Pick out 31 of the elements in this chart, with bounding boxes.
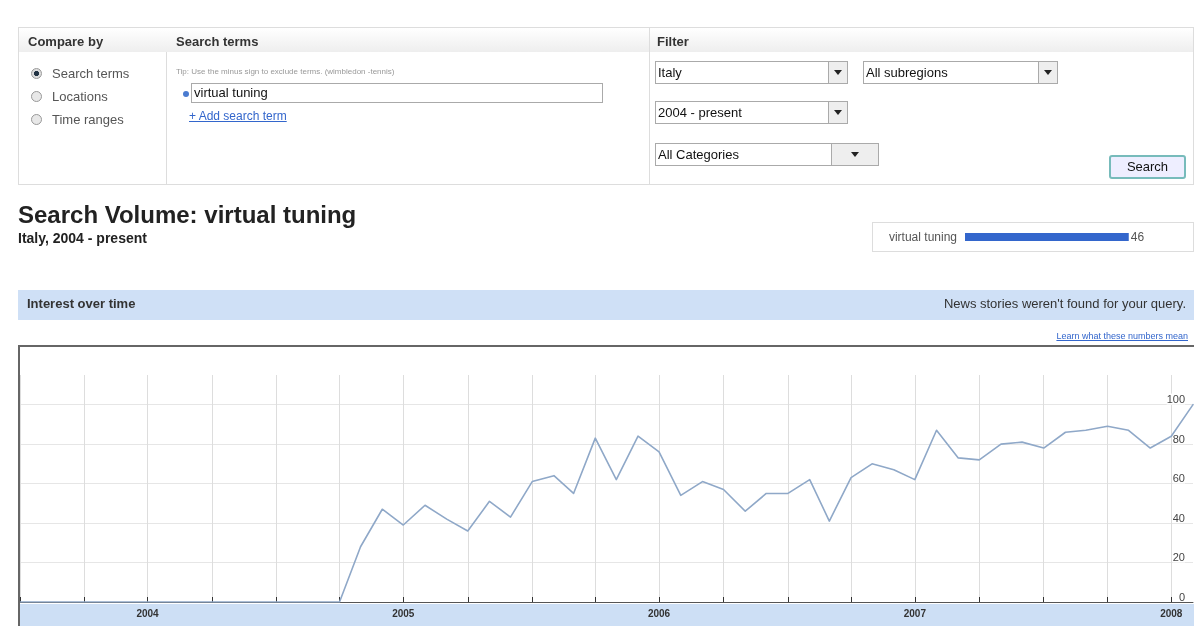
text: All subregions — [863, 61, 1058, 84]
text: virtual tuning — [191, 83, 603, 103]
text: Locations — [51, 89, 108, 104]
x-tick-label: 2007 — [903, 607, 927, 619]
text: All Categories — [655, 143, 879, 166]
text: Search terms — [176, 34, 259, 49]
x-tick-label: 2006 — [647, 607, 671, 619]
text: Interest over time — [27, 296, 136, 311]
x-tick-label: 2004 — [136, 607, 160, 619]
chart-title: Search Volume: virtual tuning — [18, 201, 357, 229]
text: Time ranges — [51, 112, 124, 127]
text: Italy — [655, 61, 848, 84]
x-tick-label: 2005 — [392, 607, 415, 619]
y-tick-label: 40 — [1172, 511, 1185, 524]
text: Learn what these numbers mean — [1056, 331, 1188, 341]
y-tick-label: 20 — [1172, 551, 1185, 564]
y-tick-label: 80 — [1172, 432, 1185, 445]
y-tick-label: 60 — [1172, 472, 1185, 485]
chart-subtitle: Italy, 2004 - present — [18, 230, 147, 246]
x-tick-label: 2008 — [1160, 607, 1183, 619]
text: Search terms — [51, 66, 130, 81]
text: Search — [1109, 155, 1186, 179]
data-label: 46 — [1130, 230, 1145, 244]
text: Compare by — [28, 34, 104, 49]
text: Filter — [657, 34, 689, 49]
text: 2004 - present — [655, 101, 848, 124]
text: News stories weren't found for your query. — [943, 296, 1186, 311]
y-tick-label: 100 — [1166, 393, 1185, 406]
y-tick-label: 0 — [1178, 590, 1185, 603]
text: Tip: Use the minus sign to exclude terms. (wimbledon -tennis) — [176, 67, 395, 76]
text: + Add search term — [189, 109, 287, 123]
